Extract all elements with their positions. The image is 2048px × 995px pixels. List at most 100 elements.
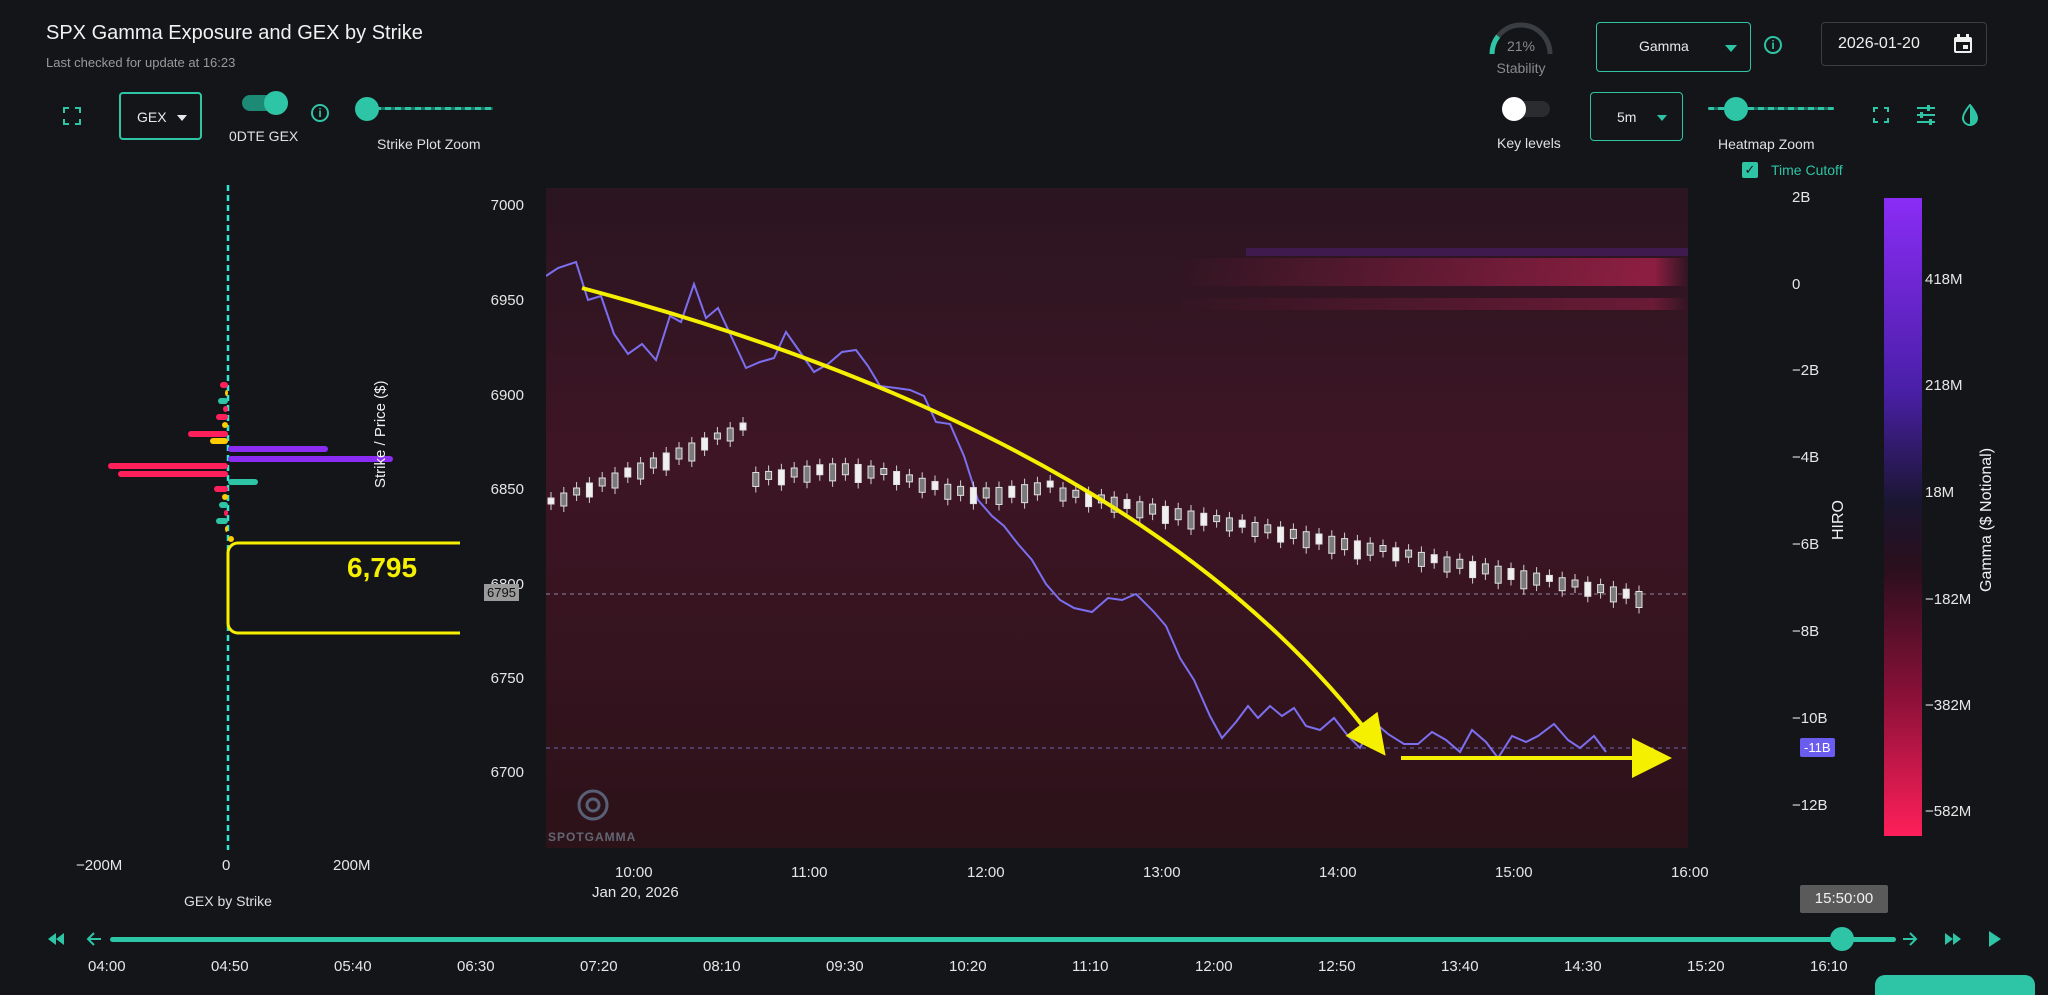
timeline-thumb[interactable] <box>1830 927 1855 951</box>
slider-track <box>1708 107 1834 110</box>
candle-body <box>1520 570 1528 590</box>
candle-body <box>573 487 581 496</box>
play-icon[interactable] <box>1988 930 2002 948</box>
callout-box <box>226 541 460 635</box>
candle-body <box>1481 563 1489 575</box>
date-picker[interactable]: 2026-01-20 <box>1821 22 1987 66</box>
candle-body <box>649 457 657 469</box>
main-y-label: Strike / Price ($) <box>372 380 389 488</box>
slider-thumb[interactable] <box>1724 97 1748 121</box>
strike-zoom-label: Strike Plot Zoom <box>377 136 481 152</box>
measure-select[interactable]: Gamma <box>1596 22 1751 72</box>
gex-bar <box>219 502 228 508</box>
candle-body <box>598 477 606 487</box>
heatmap-zoom-label: Heatmap Zoom <box>1718 136 1815 152</box>
corner-tab[interactable] <box>1875 975 2035 995</box>
timeline-tick: 04:00 <box>88 958 126 975</box>
candle-body <box>995 486 1003 505</box>
x-tick: 11:00 <box>791 864 828 881</box>
slider-thumb[interactable] <box>355 97 379 121</box>
gex-callout-value: 6,795 <box>347 552 418 583</box>
candle-body <box>1149 503 1157 515</box>
candle-body <box>688 442 696 462</box>
gex-bar <box>225 526 228 532</box>
step-back-icon[interactable] <box>86 930 102 948</box>
heatmap-background <box>546 188 1688 848</box>
contrast-icon[interactable] <box>1961 104 1979 126</box>
hiro-tick: 0 <box>1792 276 1801 293</box>
colorbar-tick: 218M <box>1925 377 1963 394</box>
heatmap-zoom-slider[interactable] <box>1708 96 1836 122</box>
time-cutoff-label: Time Cutoff <box>1771 162 1843 178</box>
timeline-track[interactable] <box>110 937 1896 942</box>
timeline-tick: 10:20 <box>949 958 987 975</box>
x-tick: 13:00 <box>1143 864 1181 881</box>
candle-body <box>1571 579 1579 588</box>
settings-sliders-icon[interactable] <box>1915 104 1937 126</box>
timeline-tick: 13:40 <box>1441 958 1479 975</box>
candle-body <box>1622 588 1630 599</box>
fast-forward-icon[interactable] <box>1943 931 1963 947</box>
timeline-tick: 04:50 <box>211 958 249 975</box>
candle-body <box>957 485 965 496</box>
gex-bar <box>216 414 228 420</box>
gex-bars <box>108 382 393 542</box>
toggle-knob <box>264 91 288 115</box>
key-levels-toggle[interactable] <box>1502 96 1552 122</box>
gex-select[interactable]: GEX <box>119 92 202 140</box>
timeline-tick: 14:30 <box>1564 958 1602 975</box>
gex-bar <box>188 431 228 437</box>
candle-body <box>585 482 593 498</box>
heatmap-band <box>1246 248 1688 256</box>
rewind-icon[interactable] <box>46 931 66 947</box>
gex-select-value: GEX <box>137 109 167 125</box>
candle-body <box>547 497 555 505</box>
candle-body <box>701 437 709 451</box>
gex-bar <box>228 479 258 485</box>
candle-body <box>713 432 721 440</box>
hiro-line <box>546 260 1607 760</box>
x-tick: 16:00 <box>1671 864 1709 881</box>
gex-bar <box>218 398 228 404</box>
price-marker: 6795 <box>484 584 519 601</box>
gex-bar <box>222 422 228 428</box>
zero-dte-toggle[interactable] <box>240 90 290 116</box>
gex-bar <box>223 406 228 412</box>
candle-body <box>1251 522 1259 537</box>
time-cutoff-checkbox[interactable]: ✓ <box>1742 162 1758 178</box>
timeline-tick: 15:20 <box>1687 958 1725 975</box>
gex-bar <box>228 536 234 542</box>
candle-body <box>1123 499 1131 509</box>
hiro-tick: −10B <box>1792 710 1828 727</box>
candle-body <box>944 483 952 500</box>
candle-body <box>829 463 837 482</box>
candle-body <box>1405 549 1413 558</box>
interval-select[interactable]: 5m <box>1590 92 1683 141</box>
candle-body <box>1469 561 1477 579</box>
colorbar-tick: −582M <box>1925 803 1972 820</box>
candle-body <box>1174 508 1182 521</box>
info-icon[interactable]: i <box>311 104 329 122</box>
candle-body <box>1597 584 1605 594</box>
candle-body <box>1507 568 1515 580</box>
colorbar-tick: −382M <box>1925 697 1972 714</box>
candle-body <box>1059 487 1067 502</box>
candle-body <box>982 487 990 499</box>
last-checked-text: Last checked for update at 16:23 <box>46 55 236 70</box>
fullscreen-icon[interactable] <box>1873 107 1889 123</box>
hiro-tick: −2B <box>1792 362 1820 379</box>
gex-x-tick: −200M <box>76 857 123 874</box>
step-forward-icon[interactable] <box>1902 930 1918 948</box>
candle-body <box>662 452 670 471</box>
timeline-tick: 16:10 <box>1810 958 1848 975</box>
fullscreen-icon[interactable] <box>63 107 81 125</box>
candle-body <box>1443 556 1451 573</box>
candle-body <box>1187 510 1195 530</box>
strike-zoom-slider[interactable] <box>355 96 495 122</box>
timeline-tick: 06:30 <box>457 958 495 975</box>
hiro-marker: -11B <box>1800 738 1835 757</box>
candle-body <box>1392 547 1400 562</box>
info-icon[interactable]: i <box>1764 36 1782 54</box>
calendar-icon <box>1954 34 1972 53</box>
candle-body <box>1430 554 1438 564</box>
